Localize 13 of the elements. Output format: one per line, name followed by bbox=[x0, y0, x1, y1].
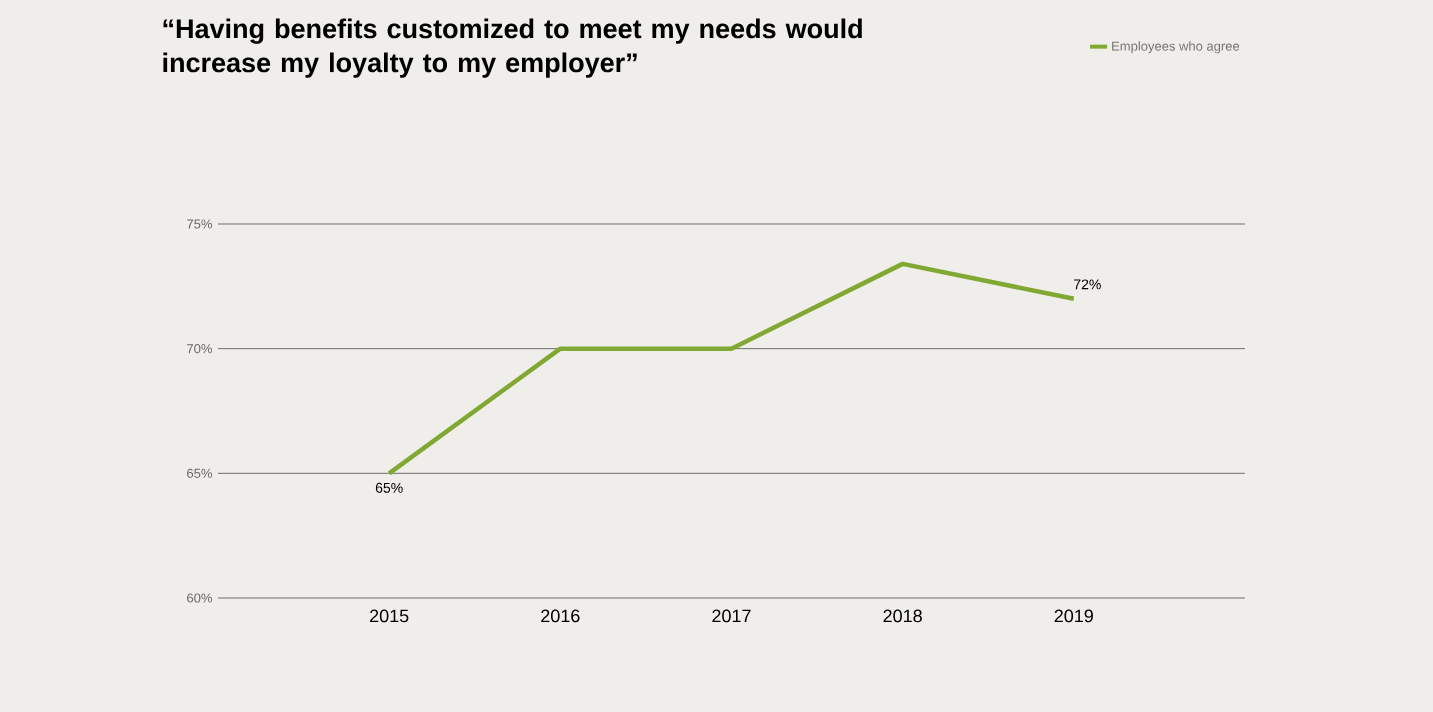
legend-label: Employees who agree bbox=[1112, 41, 1240, 54]
data-label: 72% bbox=[1074, 279, 1101, 290]
chart-title: “Having benefits customized to meet my needs would increase my loyalty to my employer” bbox=[163, 18, 862, 78]
x-tick-label: 2015 bbox=[370, 609, 409, 623]
y-tick-label: 65% bbox=[187, 468, 213, 478]
x-tick-label: 2016 bbox=[541, 609, 580, 623]
data-label: 65% bbox=[375, 482, 403, 493]
x-tick-label: 2017 bbox=[712, 609, 751, 623]
y-tick-label: 75% bbox=[187, 219, 213, 229]
y-tick-label: 60% bbox=[187, 593, 213, 603]
x-tick-label: 2019 bbox=[1054, 609, 1093, 623]
y-tick-label: 70% bbox=[187, 344, 213, 354]
x-tick-label: 2018 bbox=[883, 609, 922, 623]
